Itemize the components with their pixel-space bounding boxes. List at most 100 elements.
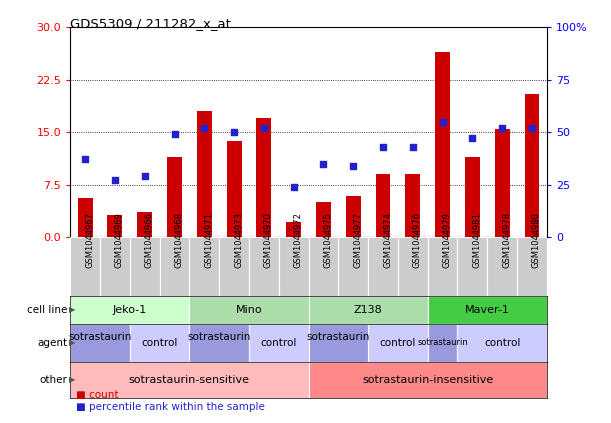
Bar xyxy=(316,202,331,237)
Bar xyxy=(70,296,189,324)
Bar xyxy=(517,237,547,296)
Text: Z138: Z138 xyxy=(354,305,382,315)
Point xyxy=(289,183,299,190)
Bar xyxy=(189,237,219,296)
Text: GSM1044981: GSM1044981 xyxy=(472,212,481,268)
Text: other: other xyxy=(39,375,67,385)
Bar xyxy=(368,237,398,296)
Bar xyxy=(309,237,338,296)
Text: GSM1044976: GSM1044976 xyxy=(413,212,422,268)
Text: GSM1044967: GSM1044967 xyxy=(85,212,94,268)
Text: GSM1044979: GSM1044979 xyxy=(442,212,452,268)
Bar xyxy=(286,222,301,237)
Bar xyxy=(108,214,122,237)
Bar xyxy=(197,111,212,237)
Text: sotrastaurin: sotrastaurin xyxy=(68,332,132,354)
Point xyxy=(378,143,388,150)
Text: sotrastaurin: sotrastaurin xyxy=(307,332,370,354)
Text: Jeko-1: Jeko-1 xyxy=(112,305,147,315)
Text: ■ percentile rank within the sample: ■ percentile rank within the sample xyxy=(76,402,265,412)
Text: control: control xyxy=(260,338,297,348)
Bar xyxy=(189,296,309,324)
Bar xyxy=(189,324,249,362)
Bar xyxy=(465,157,480,237)
Point xyxy=(199,125,209,132)
Point xyxy=(467,135,477,142)
Bar xyxy=(338,237,368,296)
Point xyxy=(110,177,120,184)
Text: ▶: ▶ xyxy=(69,338,76,347)
Text: GSM1044977: GSM1044977 xyxy=(353,212,362,268)
Bar xyxy=(137,212,152,237)
Text: GSM1044966: GSM1044966 xyxy=(145,212,154,268)
Bar xyxy=(309,296,428,324)
Text: sotrastaurin: sotrastaurin xyxy=(188,332,251,354)
Text: ▶: ▶ xyxy=(69,375,76,384)
Point xyxy=(80,156,90,163)
Text: sotrastaurin-insensitive: sotrastaurin-insensitive xyxy=(362,375,493,385)
Point xyxy=(318,160,328,167)
Text: control: control xyxy=(484,338,521,348)
Bar xyxy=(100,237,130,296)
Text: sotrastaurin: sotrastaurin xyxy=(417,338,468,347)
Text: sotrastaurin-sensitive: sotrastaurin-sensitive xyxy=(129,375,250,385)
Point xyxy=(229,129,239,135)
Bar xyxy=(405,174,420,237)
Bar xyxy=(458,237,488,296)
Bar xyxy=(428,296,547,324)
Text: control: control xyxy=(379,338,416,348)
Text: GSM1044980: GSM1044980 xyxy=(532,212,541,268)
Bar xyxy=(130,237,159,296)
Point xyxy=(140,173,150,179)
Text: agent: agent xyxy=(37,338,67,348)
Text: cell line: cell line xyxy=(27,305,67,315)
Bar xyxy=(249,237,279,296)
Text: GSM1044972: GSM1044972 xyxy=(294,212,302,268)
Text: GSM1044974: GSM1044974 xyxy=(383,212,392,268)
Bar xyxy=(227,140,241,237)
Bar xyxy=(458,324,547,362)
Text: GSM1044973: GSM1044973 xyxy=(234,212,243,268)
Bar xyxy=(219,237,249,296)
Text: GSM1044970: GSM1044970 xyxy=(264,212,273,268)
Bar xyxy=(309,324,368,362)
Bar xyxy=(130,324,189,362)
Bar xyxy=(435,52,450,237)
Bar xyxy=(309,362,547,398)
Text: ▶: ▶ xyxy=(69,305,76,314)
Bar xyxy=(428,324,458,362)
Text: GSM1044968: GSM1044968 xyxy=(175,212,183,268)
Point xyxy=(497,125,507,132)
Point xyxy=(408,143,418,150)
Text: GSM1044975: GSM1044975 xyxy=(323,212,332,268)
Bar xyxy=(78,198,93,237)
Bar xyxy=(70,362,309,398)
Bar xyxy=(524,94,540,237)
Text: Mino: Mino xyxy=(236,305,262,315)
Bar xyxy=(249,324,309,362)
Text: GSM1044978: GSM1044978 xyxy=(502,212,511,268)
Text: ■ count: ■ count xyxy=(76,390,119,400)
Text: GSM1044971: GSM1044971 xyxy=(204,212,213,268)
Bar xyxy=(428,237,458,296)
Point xyxy=(437,118,447,125)
Bar xyxy=(376,174,390,237)
Point xyxy=(170,131,180,137)
Text: GDS5309 / 211282_x_at: GDS5309 / 211282_x_at xyxy=(70,17,231,30)
Point xyxy=(259,125,269,132)
Bar xyxy=(346,196,360,237)
Text: Maver-1: Maver-1 xyxy=(465,305,510,315)
Point xyxy=(348,162,358,169)
Bar xyxy=(279,237,309,296)
Bar xyxy=(167,157,182,237)
Text: GSM1044969: GSM1044969 xyxy=(115,212,124,268)
Point xyxy=(527,125,537,132)
Bar xyxy=(257,118,271,237)
Bar xyxy=(495,129,510,237)
Bar xyxy=(159,237,189,296)
Bar xyxy=(488,237,517,296)
Bar xyxy=(70,324,130,362)
Text: control: control xyxy=(141,338,178,348)
Bar xyxy=(368,324,428,362)
Bar xyxy=(398,237,428,296)
